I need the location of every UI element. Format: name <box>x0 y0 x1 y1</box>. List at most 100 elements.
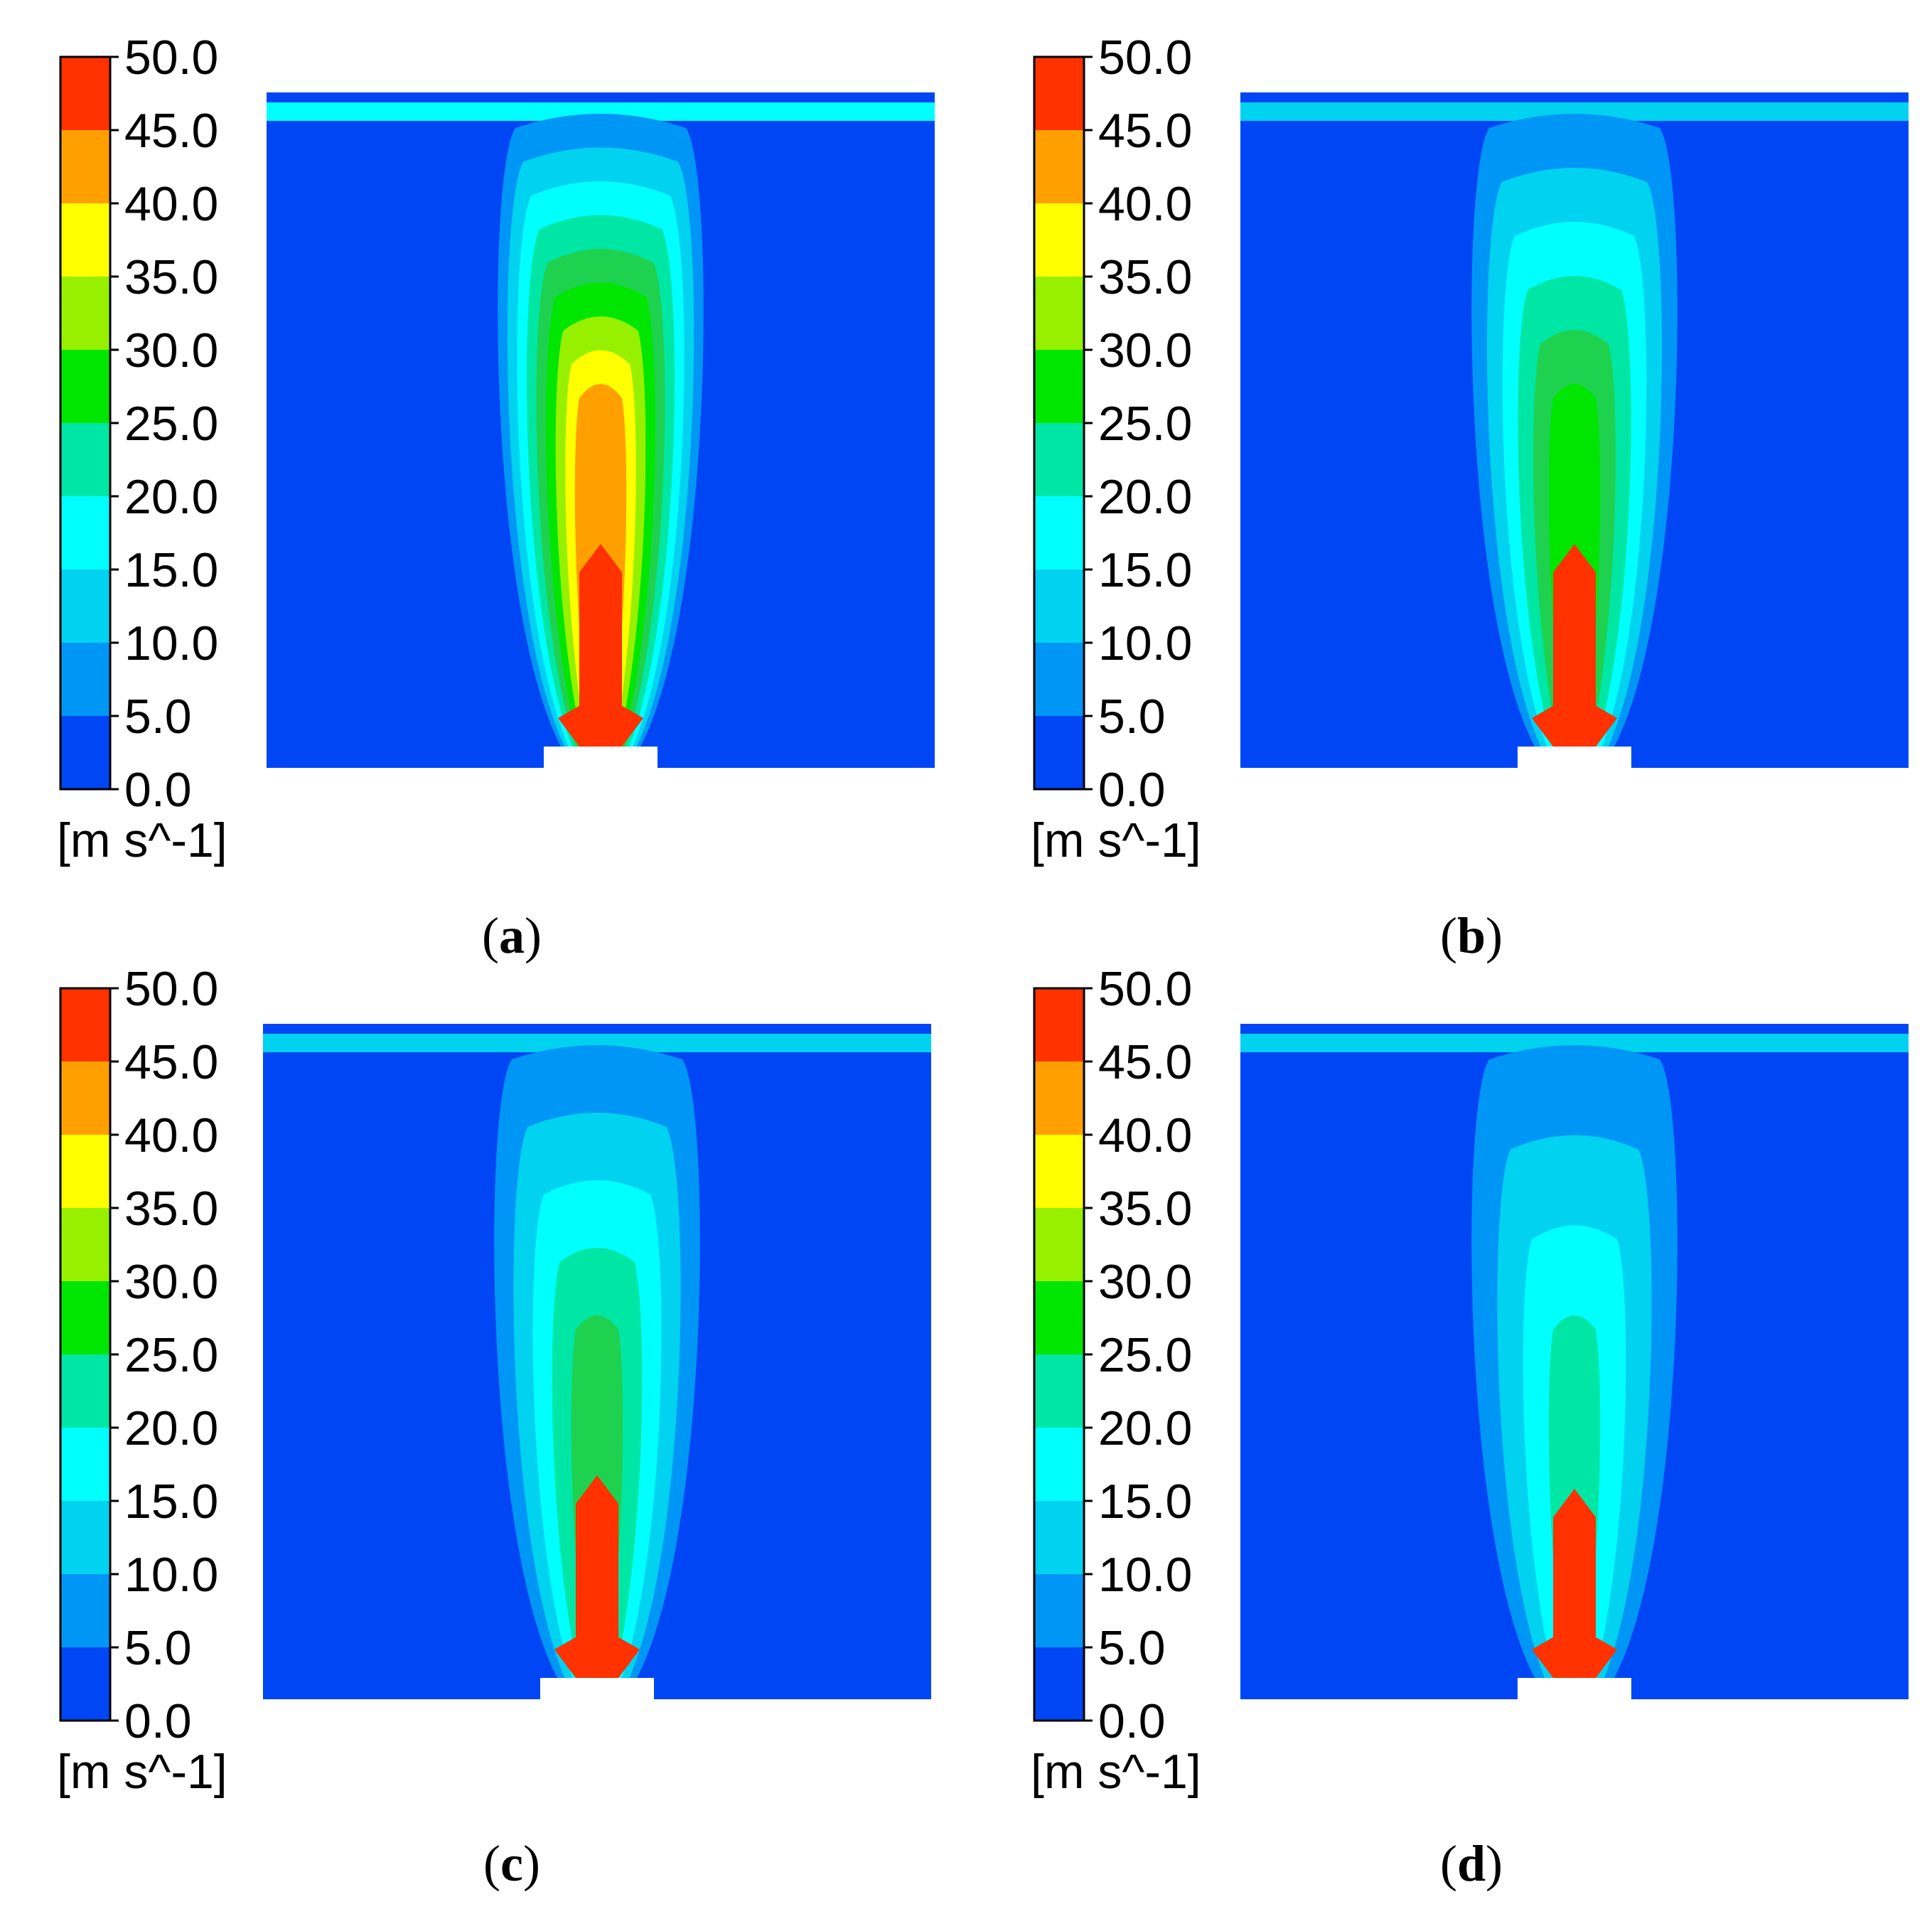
panel-label: (c) <box>483 1835 540 1892</box>
nozzle-cutout <box>1518 747 1631 768</box>
colorbar-band <box>1034 1062 1084 1135</box>
panel-label-close: ) <box>523 1835 540 1892</box>
panel-label-letter: b <box>1457 907 1486 964</box>
colorbar-tick-label: 15.0 <box>124 543 218 597</box>
colorbar: 50.0 45.0 40.0 35.0 30.0 25.0 20.0 15.0 10.0 5.0 0… <box>1033 962 1192 1748</box>
colorbar-band <box>1034 277 1084 351</box>
colorbar-band <box>1034 1208 1084 1282</box>
colorbar-tick-label: 40.0 <box>1098 1108 1192 1162</box>
colorbar-band <box>60 203 110 277</box>
colorbar-band <box>60 1062 110 1135</box>
colorbar-band <box>1034 1354 1084 1428</box>
colorbar-unit-label: [m s^-1] <box>57 813 227 867</box>
colorbar-band <box>60 1354 110 1428</box>
colorbar-band <box>1034 1647 1084 1721</box>
colorbar-band <box>60 1501 110 1575</box>
colorbar-tick-label: 50.0 <box>1098 962 1192 1016</box>
panel-label-letter: d <box>1457 1835 1486 1892</box>
colorbar-band <box>1034 57 1084 131</box>
colorbar-band <box>1034 423 1084 497</box>
panel-label: (d) <box>1440 1835 1503 1892</box>
colorbar-tick-label: 20.0 <box>124 1401 218 1455</box>
colorbar-tick-label: 30.0 <box>124 323 218 378</box>
contour-plot <box>1240 1024 1909 1699</box>
colorbar-band <box>1034 1135 1084 1209</box>
colorbar-tick-label: 10.0 <box>124 1548 218 1602</box>
contour-plot <box>267 92 935 768</box>
colorbar-tick-label: 30.0 <box>1098 1255 1192 1309</box>
colorbar-band <box>60 716 110 790</box>
colorbar-band <box>60 1428 110 1502</box>
colorbar-band <box>1034 130 1084 204</box>
colorbar-tick-label: 5.0 <box>1098 1621 1166 1675</box>
jet-nozzle-fan <box>1532 1628 1617 1678</box>
colorbar-tick-label: 25.0 <box>1098 1328 1192 1382</box>
colorbar-band <box>1034 1501 1084 1575</box>
colorbar-tick-label: 35.0 <box>124 250 218 304</box>
colorbar: 50.0 45.0 40.0 35.0 30.0 25.0 20.0 15.0 10.0 5.0 0… <box>1033 31 1192 817</box>
colorbar-tick-label: 20.0 <box>1098 470 1192 524</box>
colorbar-band <box>60 988 110 1062</box>
colorbar-band <box>1034 570 1084 643</box>
colorbar-band <box>60 643 110 717</box>
colorbar-tick-label: 40.0 <box>124 1108 218 1162</box>
colorbar-tick-label: 15.0 <box>1098 543 1192 597</box>
panel-label-open: ( <box>482 907 499 964</box>
colorbar-tick-label: 30.0 <box>1098 323 1192 378</box>
colorbar-band <box>60 423 110 497</box>
colorbar-band <box>60 570 110 643</box>
colorbar-band <box>1034 988 1084 1062</box>
colorbar-band <box>60 1574 110 1648</box>
colorbar-tick-label: 30.0 <box>124 1255 218 1309</box>
colorbar-tick-label: 50.0 <box>124 31 218 85</box>
colorbar-unit-label: [m s^-1] <box>1031 1745 1201 1799</box>
colorbar-tick-label: 50.0 <box>124 962 218 1016</box>
colorbar-tick-label: 45.0 <box>1098 104 1192 158</box>
colorbar-band <box>1034 1281 1084 1355</box>
colorbar-tick-label: 10.0 <box>124 616 218 670</box>
colorbar-tick-label: 10.0 <box>1098 616 1192 670</box>
nozzle-cutout <box>1518 1678 1631 1699</box>
colorbar: 50.0 45.0 40.0 35.0 30.0 25.0 20.0 15.0 10.0 5.0 0… <box>59 962 218 1748</box>
top-boundary <box>263 1024 931 1034</box>
panel-label-letter: c <box>500 1835 523 1892</box>
colorbar-tick-label: 35.0 <box>1098 1182 1192 1236</box>
jet-nozzle-fan <box>1532 697 1617 747</box>
jet-core <box>1553 544 1596 725</box>
colorbar-tick-label: 0.0 <box>1098 1694 1166 1748</box>
panel-c: 50.0 45.0 40.0 35.0 30.0 25.0 20.0 15.0 10.0 5.0 0… <box>57 962 931 1892</box>
colorbar-band <box>1034 203 1084 277</box>
panel-label-open: ( <box>1440 1835 1457 1892</box>
contour-plot <box>263 1024 931 1699</box>
colorbar-band <box>60 57 110 131</box>
panel-label-close: ) <box>525 907 542 964</box>
jet-core <box>576 1475 618 1657</box>
colorbar-band <box>1034 350 1084 424</box>
nozzle-cutout <box>544 747 658 768</box>
panel-label-letter: a <box>499 907 525 964</box>
top-boundary <box>267 92 935 102</box>
jet-core <box>579 544 622 725</box>
colorbar-tick-label: 45.0 <box>124 1035 218 1089</box>
colorbar-tick-label: 40.0 <box>1098 177 1192 231</box>
jet-core <box>1553 1489 1596 1657</box>
colorbar-band <box>1034 1428 1084 1502</box>
colorbar-tick-label: 0.0 <box>1098 763 1166 817</box>
contour-plot <box>1240 92 1909 768</box>
colorbar-tick-label: 15.0 <box>124 1475 218 1529</box>
panel-label: (a) <box>482 907 542 964</box>
jet-nozzle-fan <box>554 1628 640 1678</box>
colorbar-band <box>60 1281 110 1355</box>
panel-a: 50.0 45.0 40.0 35.0 30.0 25.0 20.0 15.0 10.0 5.0 0… <box>57 31 935 964</box>
colorbar-band <box>1034 643 1084 717</box>
colorbar: 50.0 45.0 40.0 35.0 30.0 25.0 20.0 15.0 10.0 5.0 0… <box>59 31 218 817</box>
colorbar-band <box>60 1135 110 1209</box>
colorbar-band <box>1034 716 1084 790</box>
panel-label-open: ( <box>1440 907 1457 964</box>
colorbar-tick-label: 45.0 <box>124 104 218 158</box>
panel-label-close: ) <box>1486 907 1503 964</box>
colorbar-tick-label: 5.0 <box>1098 690 1166 744</box>
colorbar-tick-label: 50.0 <box>1098 31 1192 85</box>
colorbar-tick-label: 25.0 <box>124 1328 218 1382</box>
colorbar-tick-label: 0.0 <box>124 1694 192 1748</box>
